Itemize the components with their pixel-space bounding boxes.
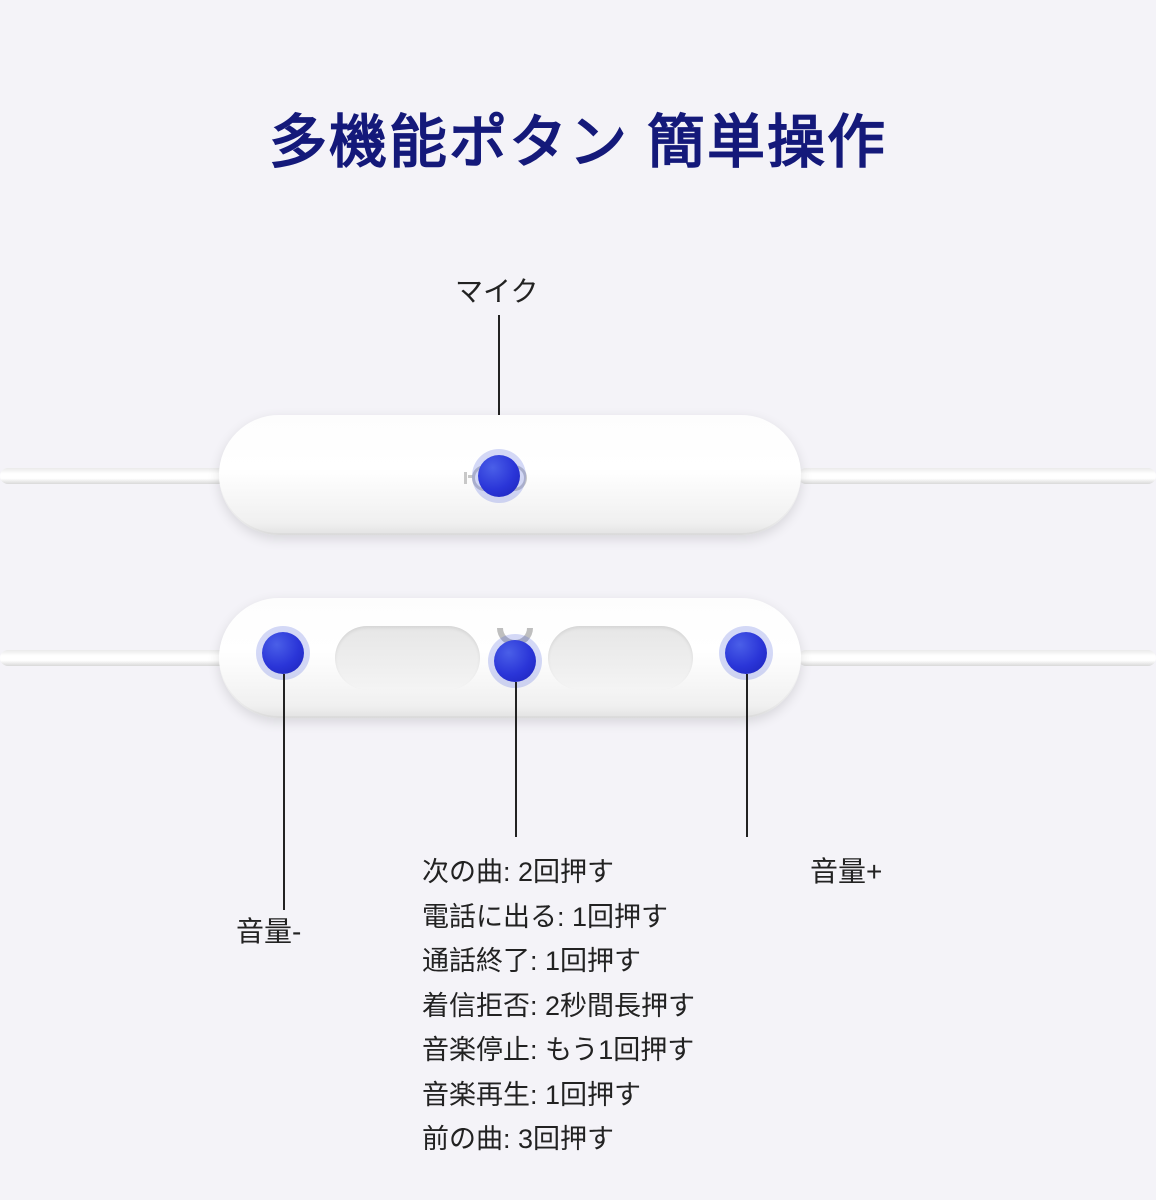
action-item: 次の曲: 2回押す <box>422 850 695 895</box>
cable-segment <box>0 468 227 484</box>
leader-line-minus <box>283 674 285 910</box>
cable-segment <box>0 650 227 666</box>
volume-down-label: 音量- <box>236 910 301 950</box>
callout-dot-plus <box>725 632 767 674</box>
action-item: 着信拒否: 2秒間長押す <box>422 984 695 1029</box>
button-recess <box>335 626 480 690</box>
center-button-actions: 次の曲: 2回押す 電話に出る: 1回押す 通話終了: 1回押す 着信拒否: 2… <box>422 850 695 1162</box>
callout-dot-minus <box>262 632 304 674</box>
leader-line-center <box>515 682 517 837</box>
callout-dot-center <box>494 640 536 682</box>
callout-dot-mic <box>478 455 520 497</box>
mic-label: マイク <box>455 270 538 310</box>
cable-segment <box>798 468 1156 484</box>
volume-up-label: 音量+ <box>810 850 882 890</box>
action-item: 電話に出る: 1回押す <box>422 895 695 940</box>
leader-line-plus <box>746 674 748 837</box>
action-item: 通話終了: 1回押す <box>422 939 695 984</box>
cable-segment <box>798 650 1156 666</box>
button-recess <box>548 626 693 690</box>
action-item: 音楽再生: 1回押す <box>422 1073 695 1118</box>
action-item: 前の曲: 3回押す <box>422 1117 695 1162</box>
page-title: 多機能ポタン 簡単操作 <box>0 95 1156 179</box>
action-item: 音楽停止: もう1回押す <box>422 1028 695 1073</box>
